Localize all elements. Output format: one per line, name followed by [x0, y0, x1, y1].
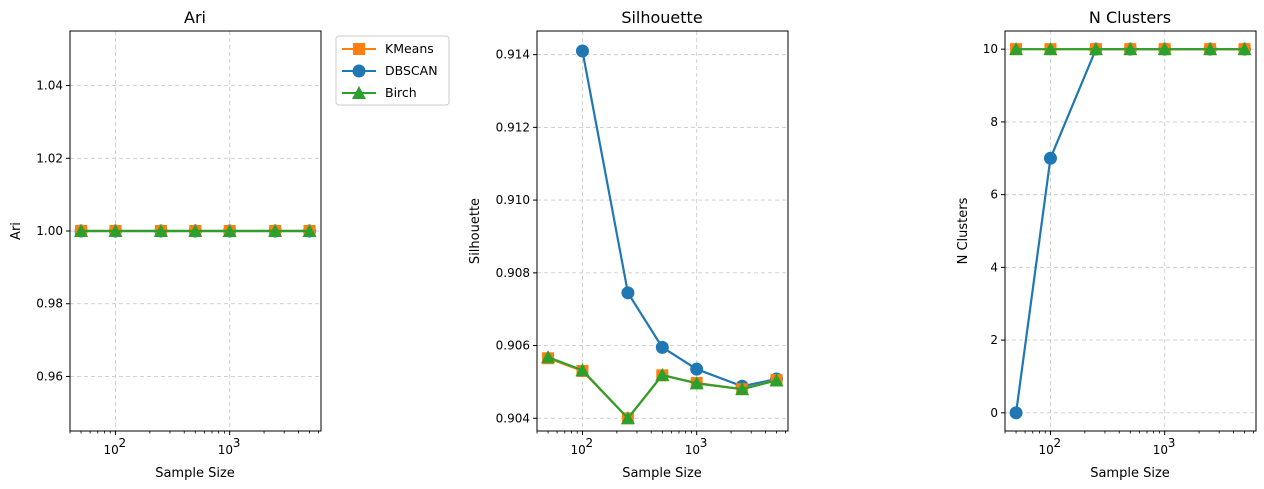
plot-silhouette: Silhouette 0.904 0.906 0.908 0.910 0.912 0.91…: [468, 8, 789, 481]
y-tick-label: 10: [983, 42, 998, 56]
data-point-birch: [188, 224, 203, 237]
legend-marker-triangle: [352, 86, 366, 99]
data-point-birch: [689, 376, 704, 390]
plot-title: N Clusters: [1089, 8, 1171, 27]
legend-marker-square: [353, 43, 365, 55]
x-tick-exponent: 3: [1168, 436, 1176, 450]
x-tick-exponent: 2: [585, 436, 593, 450]
x-tick-label: 10: [685, 443, 700, 457]
data-point-birch: [222, 224, 237, 237]
legend-entry-kmeans: KMeans: [342, 41, 434, 56]
data-point-birch: [153, 224, 168, 237]
data-point-birch: [575, 363, 590, 377]
data-point-birch: [620, 411, 635, 425]
plot-title: Ari: [184, 8, 206, 27]
data-point-birch: [1088, 42, 1103, 56]
data-point-birch: [769, 373, 784, 387]
legend-entry-birch: Birch: [342, 85, 417, 100]
x-tick-exponent: 3: [700, 436, 708, 450]
x-tick-exponent: 2: [118, 436, 126, 450]
legend-entry-dbscan: DBSCAN: [342, 63, 438, 78]
legend-marker-circle: [352, 64, 366, 78]
y-tick-label: 6: [990, 188, 998, 202]
data-point-birch: [74, 224, 89, 237]
y-axis-label: Ari: [9, 222, 24, 240]
y-tick-label: 0.914: [496, 48, 530, 62]
data-point-birch: [735, 382, 750, 396]
legend-label-birch: Birch: [385, 85, 417, 100]
legend-label-dbscan: DBSCAN: [385, 63, 438, 78]
data-point-birch: [655, 368, 670, 381]
data-point-dbscan: [690, 362, 704, 376]
x-tick-exponent: 3: [233, 436, 241, 450]
x-axis-label: Sample Size: [155, 466, 235, 481]
y-tick-label: 8: [990, 115, 998, 129]
legend: KMeans DBSCAN Birch: [335, 35, 450, 106]
x-tick-label: 10: [103, 443, 118, 457]
x-tick-exponent: 2: [1053, 436, 1061, 450]
data-point-dbscan: [575, 44, 589, 58]
data-point-birch: [541, 350, 556, 364]
data-point-birch: [302, 224, 317, 237]
plot-title: Silhouette: [621, 8, 702, 27]
data-point-birch: [1123, 42, 1138, 56]
y-tick-label: 1.00: [36, 224, 63, 238]
data-point-birch: [268, 224, 283, 237]
y-tick-label: 1.02: [36, 151, 63, 165]
data-point-birch: [1157, 42, 1172, 56]
x-tick-label: 10: [570, 443, 585, 457]
x-tick-label: 10: [1038, 443, 1053, 457]
data-point-dbscan: [621, 286, 635, 300]
y-tick-label: 0.96: [36, 369, 63, 383]
y-tick-label: 0.912: [496, 120, 530, 134]
data-point-birch: [1043, 42, 1058, 56]
y-tick-label: 4: [990, 260, 998, 274]
y-tick-label: 0.908: [496, 266, 530, 280]
data-point-dbscan: [655, 340, 669, 354]
y-tick-label: 0.906: [496, 339, 530, 353]
x-tick-label: 10: [1153, 443, 1168, 457]
y-tick-label: 0.904: [496, 411, 530, 425]
data-point-dbscan: [1009, 406, 1023, 420]
y-tick-label: 2: [990, 333, 998, 347]
x-tick-label: 10: [218, 443, 233, 457]
data-point-birch: [1237, 42, 1252, 56]
y-tick-label: 0.910: [496, 193, 530, 207]
series-line-dbscan: [581, 50, 777, 388]
data-point-birch: [108, 224, 123, 237]
data-point-birch: [1009, 42, 1024, 56]
data-point-birch: [1203, 42, 1218, 56]
y-tick-label: 1.04: [36, 79, 63, 93]
plot-frame: [1004, 30, 1257, 432]
y-axis-label: Silhouette: [468, 198, 483, 264]
y-tick-label: 0.98: [36, 297, 63, 311]
x-axis-label: Sample Size: [622, 466, 702, 481]
legend-label-kmeans: KMeans: [385, 41, 434, 56]
y-axis-label: N Clusters: [956, 197, 971, 264]
y-tick-label: 0: [990, 406, 998, 420]
data-point-dbscan: [1043, 151, 1057, 165]
x-axis-label: Sample Size: [1090, 466, 1170, 481]
